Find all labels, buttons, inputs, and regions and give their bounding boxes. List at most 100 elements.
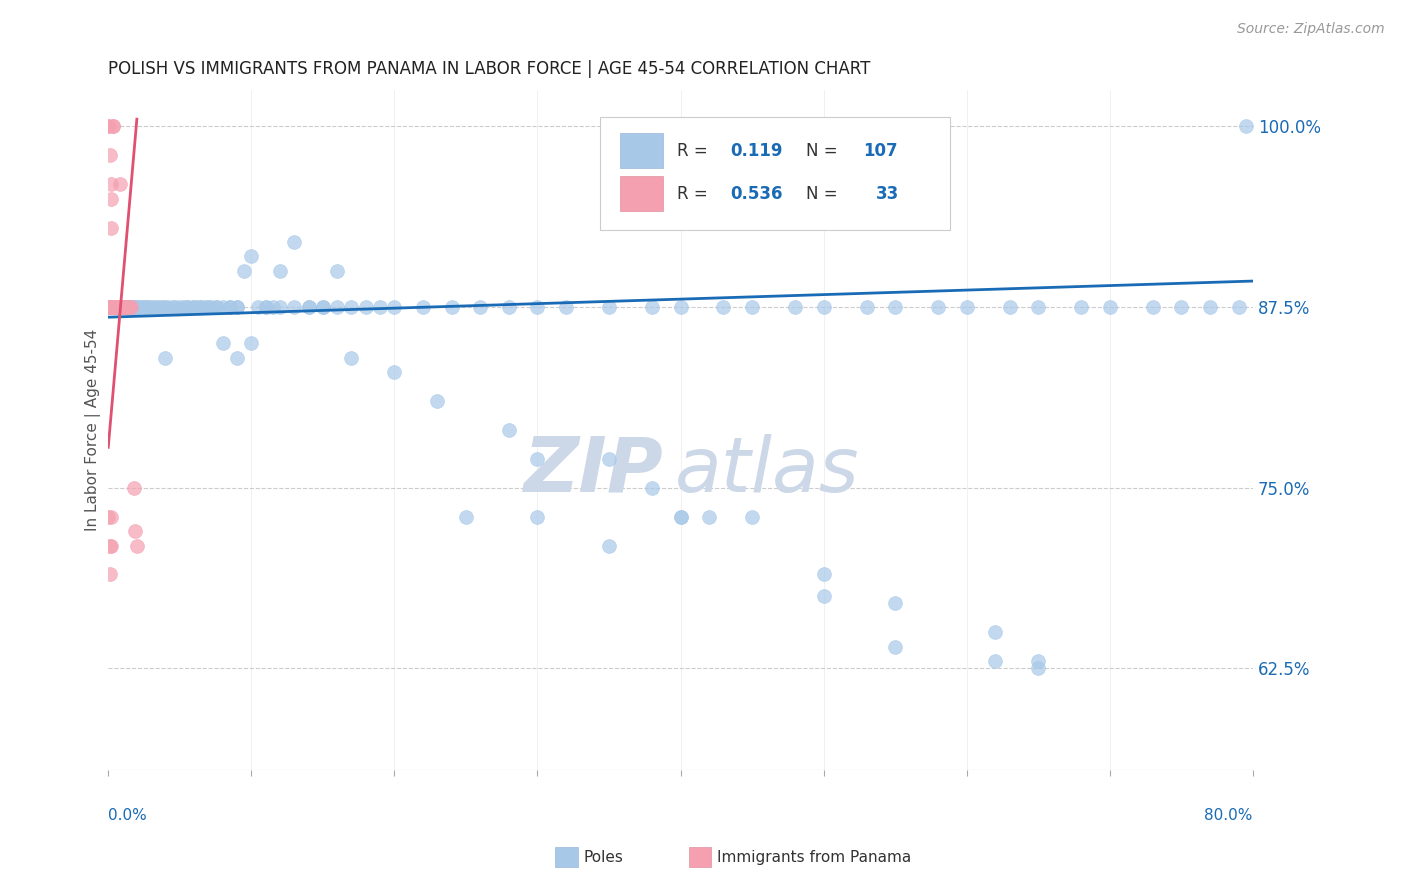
- Point: [98, 300, 121, 314]
- Point: [697, 509, 720, 524]
- Point: [200, 300, 222, 314]
- Point: [101, 120, 124, 134]
- Point: [956, 300, 979, 314]
- Point: [440, 300, 463, 314]
- Text: N =: N =: [807, 185, 838, 202]
- Point: [233, 264, 256, 278]
- Text: 0.119: 0.119: [730, 142, 782, 160]
- Point: [297, 300, 319, 314]
- Point: [132, 300, 155, 314]
- Point: [927, 300, 949, 314]
- Point: [100, 178, 122, 192]
- Point: [340, 300, 363, 314]
- Point: [226, 351, 249, 365]
- Point: [143, 300, 166, 314]
- Text: 80.0%: 80.0%: [1205, 808, 1253, 823]
- Point: [97, 300, 120, 314]
- Point: [741, 300, 763, 314]
- Point: [194, 300, 217, 314]
- Point: [1026, 661, 1049, 675]
- Point: [813, 589, 835, 603]
- Point: [100, 220, 122, 235]
- Point: [1142, 300, 1164, 314]
- Point: [127, 300, 149, 314]
- Point: [125, 539, 148, 553]
- Point: [669, 300, 692, 314]
- Point: [98, 300, 121, 314]
- Text: R =: R =: [678, 142, 707, 160]
- Point: [97, 120, 120, 134]
- Text: Poles: Poles: [583, 850, 623, 864]
- Point: [283, 235, 305, 249]
- Point: [181, 300, 204, 314]
- Point: [110, 300, 132, 314]
- Point: [108, 300, 131, 314]
- Text: 0.0%: 0.0%: [108, 808, 148, 823]
- Point: [183, 300, 205, 314]
- Point: [97, 300, 120, 314]
- Text: atlas: atlas: [675, 434, 859, 508]
- Point: [186, 300, 208, 314]
- Point: [121, 300, 143, 314]
- Point: [124, 300, 146, 314]
- Point: [118, 300, 141, 314]
- Point: [105, 300, 128, 314]
- Text: Immigrants from Panama: Immigrants from Panama: [717, 850, 911, 864]
- Point: [114, 300, 136, 314]
- Point: [108, 300, 131, 314]
- Point: [412, 300, 434, 314]
- Point: [741, 509, 763, 524]
- Point: [312, 300, 335, 314]
- Point: [813, 567, 835, 582]
- Point: [669, 509, 692, 524]
- Point: [162, 300, 184, 314]
- Point: [115, 300, 138, 314]
- Point: [269, 300, 291, 314]
- Point: [240, 250, 263, 264]
- Point: [254, 300, 277, 314]
- Point: [254, 300, 277, 314]
- Point: [884, 640, 907, 654]
- Point: [218, 300, 240, 314]
- Point: [368, 300, 391, 314]
- Point: [98, 300, 121, 314]
- Point: [97, 300, 120, 314]
- Point: [176, 300, 198, 314]
- Point: [104, 300, 127, 314]
- Point: [110, 300, 132, 314]
- Point: [498, 423, 520, 437]
- Point: [105, 300, 128, 314]
- Point: [115, 300, 138, 314]
- Point: [111, 300, 134, 314]
- Point: [813, 300, 835, 314]
- Point: [98, 300, 121, 314]
- Point: [101, 300, 124, 314]
- Point: [110, 300, 132, 314]
- Point: [226, 300, 249, 314]
- Point: [103, 300, 125, 314]
- Point: [204, 300, 226, 314]
- Point: [226, 300, 249, 314]
- Point: [783, 300, 806, 314]
- Point: [108, 178, 131, 192]
- Point: [122, 300, 145, 314]
- Text: POLISH VS IMMIGRANTS FROM PANAMA IN LABOR FORCE | AGE 45-54 CORRELATION CHART: POLISH VS IMMIGRANTS FROM PANAMA IN LABO…: [108, 60, 870, 78]
- Point: [97, 509, 120, 524]
- Point: [122, 481, 145, 495]
- Point: [108, 300, 131, 314]
- Point: [100, 300, 122, 314]
- Text: 107: 107: [863, 142, 898, 160]
- Point: [884, 300, 907, 314]
- Point: [114, 300, 136, 314]
- Text: 0.536: 0.536: [730, 185, 782, 202]
- Point: [104, 300, 127, 314]
- Point: [157, 300, 180, 314]
- Point: [984, 654, 1007, 668]
- Point: [555, 300, 578, 314]
- Point: [998, 300, 1021, 314]
- Point: [111, 300, 134, 314]
- Text: Source: ZipAtlas.com: Source: ZipAtlas.com: [1237, 22, 1385, 37]
- Point: [103, 300, 125, 314]
- Point: [98, 300, 121, 314]
- Point: [101, 120, 124, 134]
